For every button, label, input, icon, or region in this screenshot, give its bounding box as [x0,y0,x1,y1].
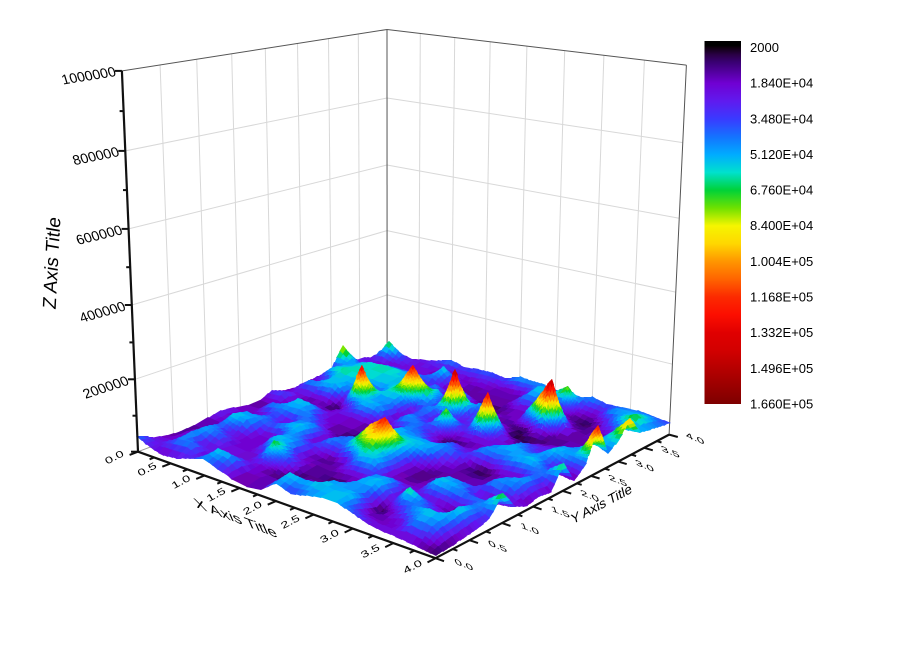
svg-text:1.168E+05: 1.168E+05 [750,290,813,305]
svg-text:1.840E+04: 1.840E+04 [750,76,813,91]
svg-text:3.480E+04: 3.480E+04 [750,111,813,126]
svg-text:Z Axis Title: Z Axis Title [40,215,65,310]
svg-text:1.332E+05: 1.332E+05 [750,325,813,340]
svg-text:1.496E+05: 1.496E+05 [750,361,813,376]
svg-text:2000: 2000 [750,40,779,55]
svg-text:1.660E+05: 1.660E+05 [750,397,813,412]
svg-text:8.400E+04: 8.400E+04 [750,218,813,233]
svg-text:1.004E+05: 1.004E+05 [750,254,813,269]
svg-text:6.760E+04: 6.760E+04 [750,183,813,198]
svg-text:5.120E+04: 5.120E+04 [750,147,813,162]
